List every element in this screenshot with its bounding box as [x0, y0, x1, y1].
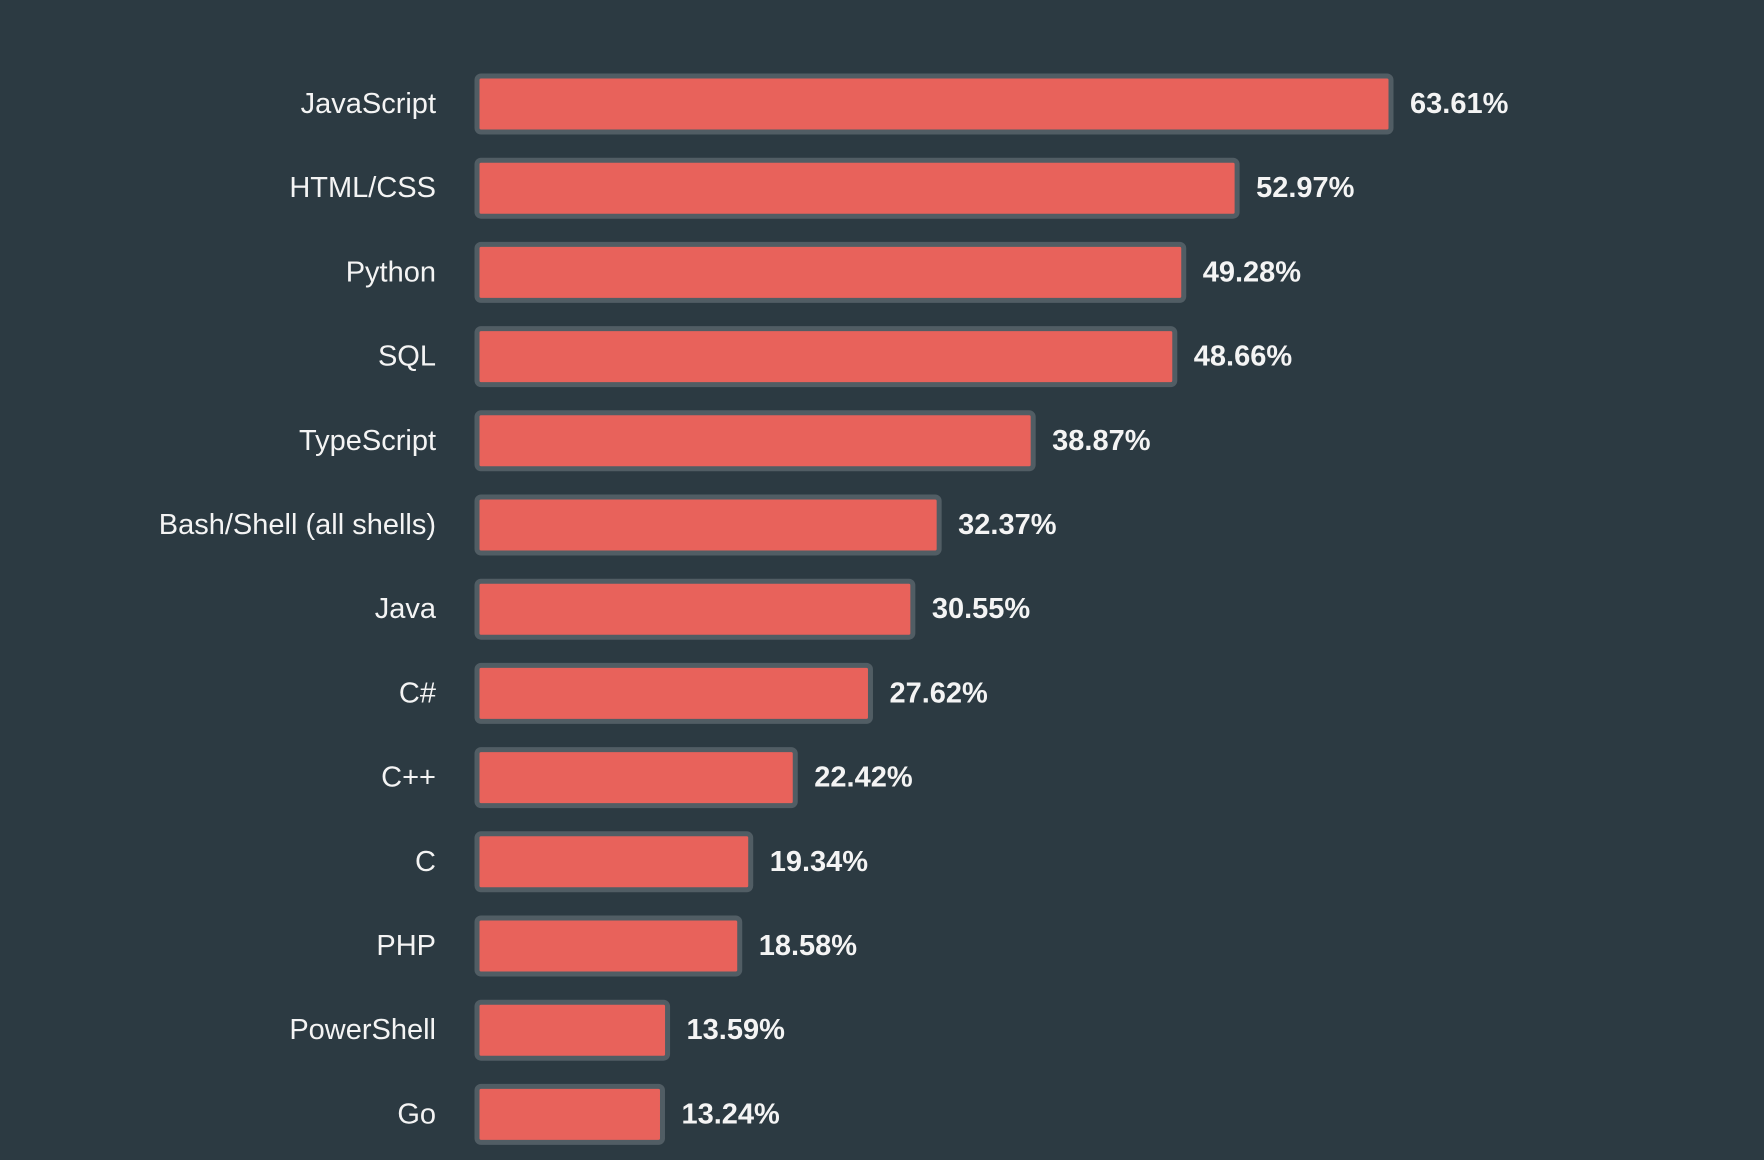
bar-row: C++ 22.42% [381, 747, 913, 809]
bar [474, 915, 743, 977]
category-label: PHP [376, 930, 436, 962]
value-label: 13.24% [681, 1098, 780, 1130]
bar [474, 73, 1394, 135]
category-label: JavaScript [301, 88, 436, 120]
category-label: C# [399, 677, 436, 709]
category-label: TypeScript [299, 425, 436, 457]
category-label: C [415, 846, 436, 878]
category-label: Python [346, 256, 436, 288]
bar-row: C# 27.62% [399, 662, 988, 724]
category-label: C++ [381, 762, 436, 794]
category-label: Java [375, 593, 437, 625]
bar [474, 241, 1187, 303]
category-label: Go [397, 1098, 436, 1130]
value-label: 32.37% [958, 509, 1057, 541]
bar-row: Bash/Shell (all shells) 32.37% [159, 494, 1057, 556]
bar-row: JavaScript 63.61% [301, 73, 1509, 135]
value-label: 63.61% [1410, 88, 1509, 120]
category-label: PowerShell [289, 1014, 436, 1046]
category-label: Bash/Shell (all shells) [159, 509, 436, 541]
value-label: 38.87% [1052, 425, 1151, 457]
value-label: 49.28% [1203, 256, 1302, 288]
bar-row: SQL 48.66% [378, 326, 1293, 388]
bar [474, 999, 671, 1061]
bar-row: Python 49.28% [346, 241, 1302, 303]
value-label: 19.34% [770, 846, 869, 878]
bars-group: JavaScript 63.61% HTML/CSS 52.97% Python 49.2… [159, 73, 1509, 1145]
bar [474, 1083, 665, 1145]
bar-row: HTML/CSS 52.97% [289, 157, 1355, 219]
bar [474, 831, 754, 893]
bar-row: PHP 18.58% [376, 915, 858, 977]
value-label: 30.55% [932, 593, 1031, 625]
value-label: 22.42% [814, 762, 913, 794]
value-label: 27.62% [889, 677, 988, 709]
bar-row: C 19.34% [415, 831, 869, 893]
value-label: 13.59% [687, 1014, 786, 1046]
bar [474, 326, 1178, 388]
bar-row: Go 13.24% [397, 1083, 780, 1145]
bar [474, 494, 942, 556]
value-label: 48.66% [1194, 341, 1293, 373]
value-label: 52.97% [1256, 172, 1355, 204]
value-label: 18.58% [759, 930, 858, 962]
bar [474, 578, 916, 640]
category-label: HTML/CSS [289, 172, 436, 204]
bar [474, 410, 1036, 472]
category-label: SQL [378, 341, 436, 373]
bar-row: TypeScript 38.87% [299, 410, 1151, 472]
bar [474, 662, 873, 724]
bar [474, 157, 1240, 219]
bar-row: Java 30.55% [375, 578, 1031, 640]
bar [474, 747, 798, 809]
bar-row: PowerShell 13.59% [289, 999, 786, 1061]
